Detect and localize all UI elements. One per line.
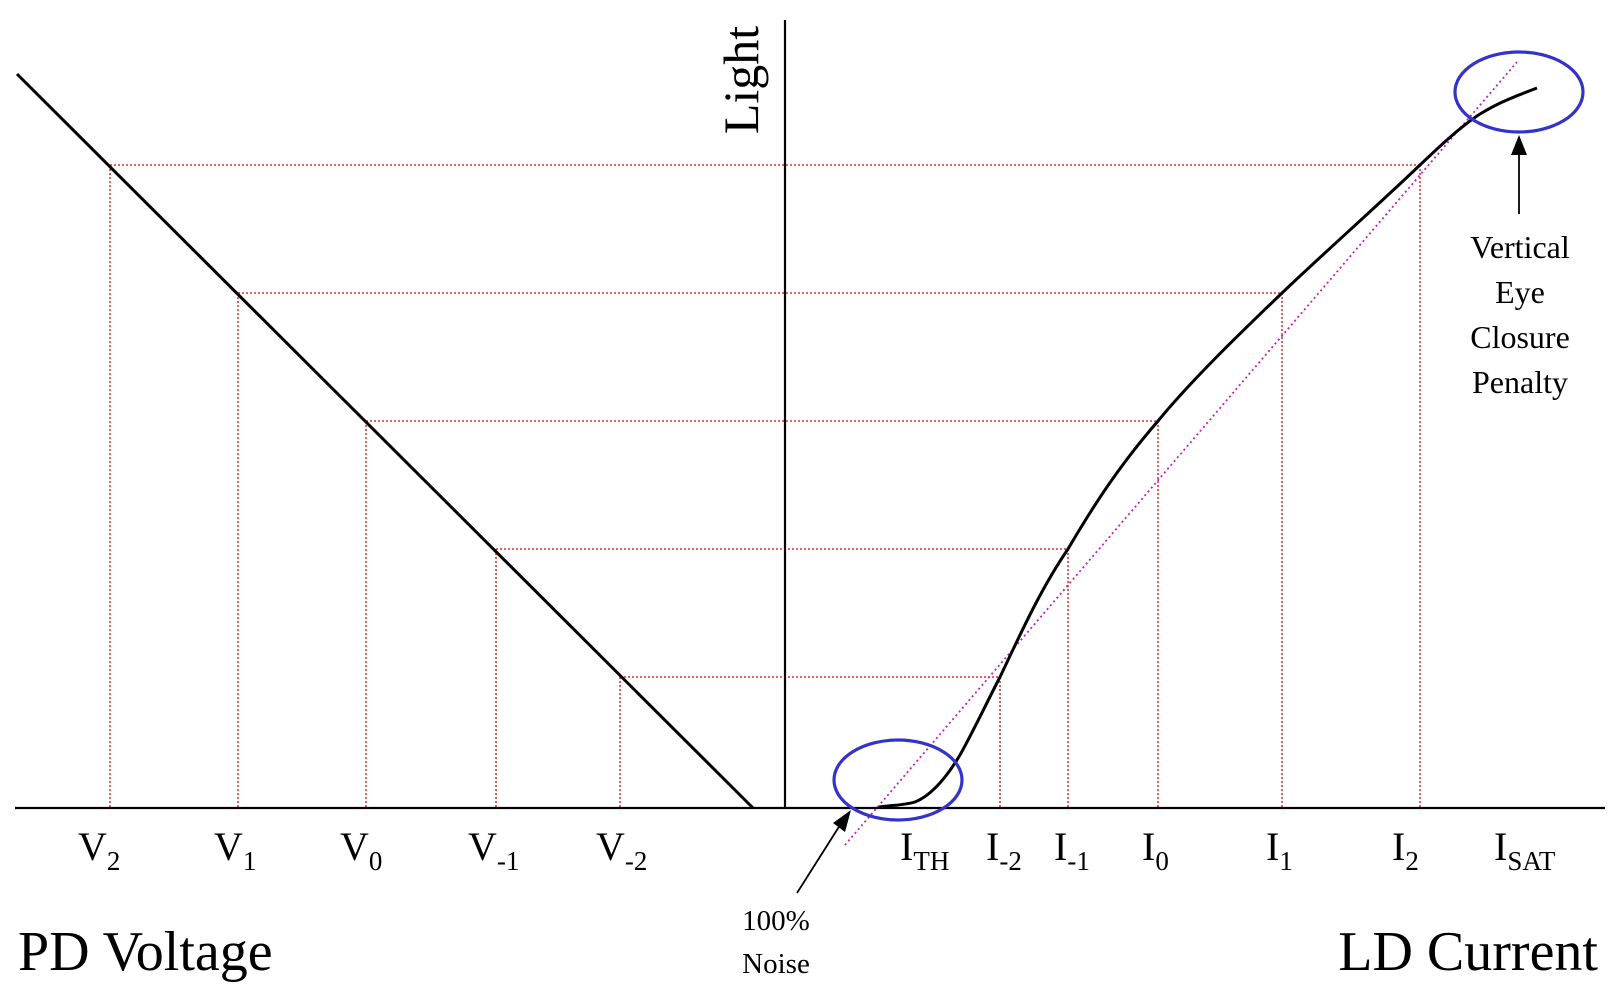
pd-voltage-line bbox=[15, 72, 755, 810]
penalty-annotation-line4: Penalty bbox=[1472, 364, 1568, 400]
penalty-annotation-line2: Eye bbox=[1495, 274, 1545, 310]
penalty-annotation-line1: Vertical bbox=[1470, 229, 1570, 265]
current-tick-label: I-1 bbox=[1054, 824, 1090, 876]
noise-annotation: 100% Noise bbox=[742, 905, 810, 980]
voltage-tick-labels: V2 V1 V0 V-1 V-2 bbox=[78, 824, 647, 876]
ld-light-current-curve bbox=[878, 86, 1538, 809]
threshold-highlight-ellipse bbox=[832, 738, 964, 822]
ld-current-axis-title: LD Current bbox=[1338, 921, 1598, 983]
voltage-tick-label: V0 bbox=[340, 824, 382, 876]
pd-voltage-axis-title: PD Voltage bbox=[18, 921, 273, 983]
current-tick-label: I-2 bbox=[986, 824, 1022, 876]
linear-fit-line bbox=[844, 61, 1518, 846]
guide-lines bbox=[109, 164, 1421, 808]
saturation-highlight-ellipse bbox=[1453, 50, 1585, 134]
penalty-annotation: Vertical Eye Closure Penalty bbox=[1470, 229, 1570, 400]
noise-annotation-line2: Noise bbox=[742, 948, 810, 980]
voltage-tick-label: V-2 bbox=[596, 824, 647, 876]
current-tick-labels: ITH I-2 I-1 I0 I1 I2 ISAT bbox=[900, 824, 1556, 876]
current-tick-label: ITH bbox=[900, 824, 949, 876]
current-tick-label: I1 bbox=[1266, 824, 1293, 876]
noise-annotation-line1: 100% bbox=[742, 905, 810, 937]
current-tick-label: I2 bbox=[1392, 824, 1419, 876]
current-tick-label: ISAT bbox=[1494, 824, 1556, 876]
penalty-arrowhead-icon bbox=[1511, 135, 1527, 155]
voltage-tick-label: V-1 bbox=[468, 824, 519, 876]
current-tick-label: I0 bbox=[1142, 824, 1169, 876]
voltage-tick-label: V1 bbox=[214, 824, 256, 876]
voltage-tick-label: V2 bbox=[78, 824, 120, 876]
penalty-annotation-line3: Closure bbox=[1470, 319, 1570, 355]
noise-arrow bbox=[796, 810, 851, 894]
noise-arrowhead-icon bbox=[833, 810, 851, 832]
penalty-arrow bbox=[1511, 135, 1527, 214]
y-axis-label: Light bbox=[713, 26, 769, 134]
